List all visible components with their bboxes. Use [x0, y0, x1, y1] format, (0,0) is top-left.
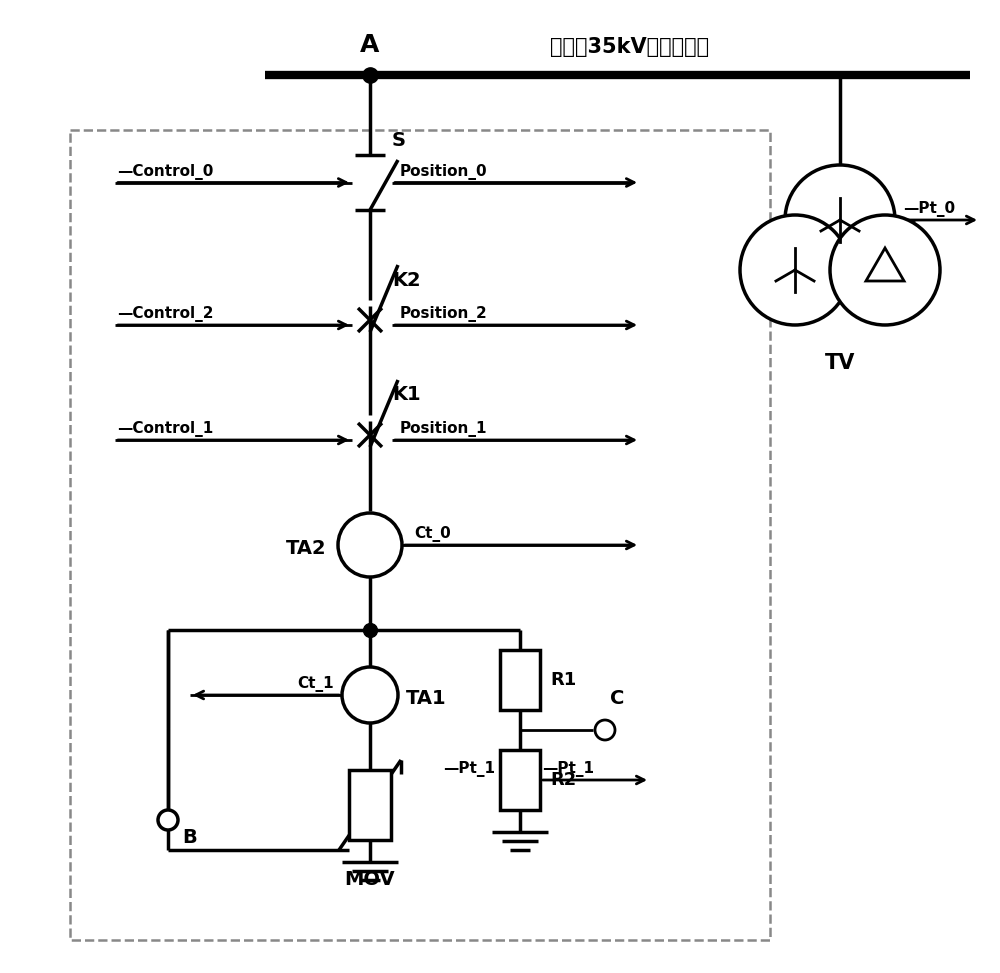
- Text: K1: K1: [392, 385, 421, 405]
- Text: Position_2: Position_2: [400, 306, 488, 322]
- Text: Ct_1: Ct_1: [297, 676, 334, 692]
- Text: K2: K2: [392, 270, 421, 290]
- Text: Ct_0: Ct_0: [414, 526, 451, 542]
- Bar: [70, 130, 770, 940]
- Circle shape: [785, 165, 895, 275]
- Text: —Pt_0: —Pt_0: [903, 201, 955, 217]
- Bar: [500, 650, 540, 710]
- Text: Position_1: Position_1: [400, 421, 488, 437]
- Circle shape: [158, 810, 178, 830]
- Text: R2: R2: [550, 771, 576, 789]
- Text: A: A: [360, 33, 380, 57]
- Text: —Control_1: —Control_1: [117, 421, 213, 437]
- Text: TA2: TA2: [285, 539, 326, 559]
- Text: MOV: MOV: [345, 870, 395, 889]
- Text: TA1: TA1: [406, 690, 447, 708]
- Text: C: C: [610, 689, 624, 708]
- Text: TV: TV: [825, 353, 855, 373]
- Text: —Control_0: —Control_0: [117, 163, 213, 179]
- Circle shape: [342, 667, 398, 723]
- Text: —Pt_1: —Pt_1: [443, 761, 495, 777]
- Bar: [349, 770, 391, 840]
- Circle shape: [830, 215, 940, 325]
- Text: R1: R1: [550, 671, 576, 689]
- Circle shape: [595, 720, 615, 740]
- Text: 变电站35kV低压侧母线: 变电站35kV低压侧母线: [550, 37, 710, 57]
- Circle shape: [740, 215, 850, 325]
- Text: —Control_2: —Control_2: [117, 306, 214, 322]
- Bar: [500, 750, 540, 810]
- Circle shape: [338, 513, 402, 577]
- Text: B: B: [182, 828, 197, 847]
- Text: S: S: [392, 131, 406, 150]
- Text: —Pt_1: —Pt_1: [542, 761, 594, 777]
- Text: Position_0: Position_0: [400, 163, 488, 179]
